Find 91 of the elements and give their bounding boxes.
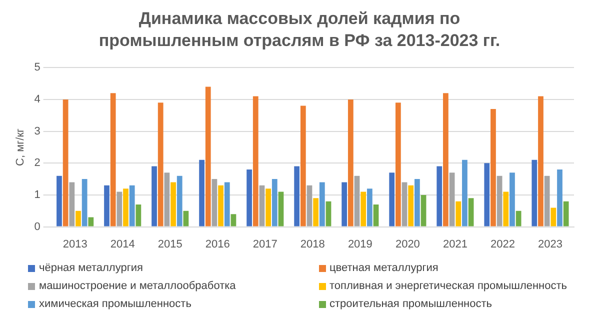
bar [62,99,68,226]
bar [56,176,62,226]
bar [183,210,189,226]
bar [158,102,164,226]
bar [348,99,354,226]
bar [88,217,94,226]
bar [259,185,265,226]
y-tick-label: 1 [34,188,40,201]
bar [176,176,182,226]
bar [538,96,544,226]
bar [354,176,360,226]
bar [443,93,448,226]
chart-title: Динамика массовых долей кадмия по промышленным отраслям в РФ за 2013-2023 гг. [98,8,502,52]
bar [449,172,455,226]
bar [69,182,75,226]
bar [503,192,509,226]
y-tick-label: 2 [34,157,40,170]
bar [389,172,395,226]
legend-label: строительная промышленность [330,298,492,310]
x-tick-label: 2017 [252,238,278,250]
y-tick-label: 4 [34,93,40,106]
bar [532,160,538,226]
legend-label: машиностроение и металлообработка [39,280,236,292]
legend-label: чёрная металлургия [39,262,143,274]
bar [319,182,325,226]
bar [563,201,569,226]
bar [395,102,401,226]
x-tick-label: 2019 [348,238,372,250]
bar [544,176,550,226]
bar [300,106,306,226]
bar [266,188,272,226]
bar [516,210,522,226]
bar [272,179,278,226]
bar [414,179,420,226]
y-tick-label: 5 [34,62,40,74]
bar [496,176,502,226]
legend-label: топливная и энергетическая промышленность [330,280,568,292]
bar [218,185,224,226]
x-tick-label: 2023 [538,238,562,250]
bar [402,182,408,226]
legend-label: химическая промышленность [39,298,192,310]
x-tick-label: 2014 [110,238,135,250]
bar [342,182,348,226]
legend-label: цветная металлургия [330,262,438,274]
bar [76,210,81,226]
bar [408,185,414,226]
x-tick-label: 2021 [442,238,468,250]
bar [123,188,128,226]
bar [116,192,122,226]
bar [224,182,230,226]
x-tick-label: 2018 [300,238,325,250]
x-tick-label: 2015 [158,238,182,250]
bar [550,208,556,226]
bar [252,96,258,226]
bar [456,201,462,226]
bar [170,182,176,226]
bar [199,160,204,226]
bar [212,179,218,226]
bar [129,185,135,226]
bar [490,108,496,226]
bar [468,198,474,226]
bar [152,166,157,226]
x-tick-label: 2020 [395,238,420,250]
x-tick-label: 2013 [62,238,88,250]
bar [360,192,366,226]
bar [294,166,300,226]
y-tick-label: 0 [34,220,40,233]
bar [278,192,284,226]
bar [110,93,116,226]
bar [420,194,426,226]
bar [326,201,332,226]
bar [82,179,88,226]
bar [557,169,562,226]
bar [510,172,515,226]
bar [104,185,110,226]
bar [373,204,379,226]
bar [164,172,170,226]
bar [436,166,442,226]
x-tick-label: 2016 [205,238,230,250]
bar [366,188,372,226]
bar [484,163,490,226]
bar [306,185,312,226]
bar [462,160,468,226]
bar [205,86,211,226]
bar [246,169,252,226]
y-axis-title: C, мг/кг [14,128,27,166]
y-tick-label: 3 [34,125,40,138]
bar [230,214,236,226]
bar [313,198,319,226]
bar [136,204,142,226]
x-tick-label: 2022 [490,238,515,250]
